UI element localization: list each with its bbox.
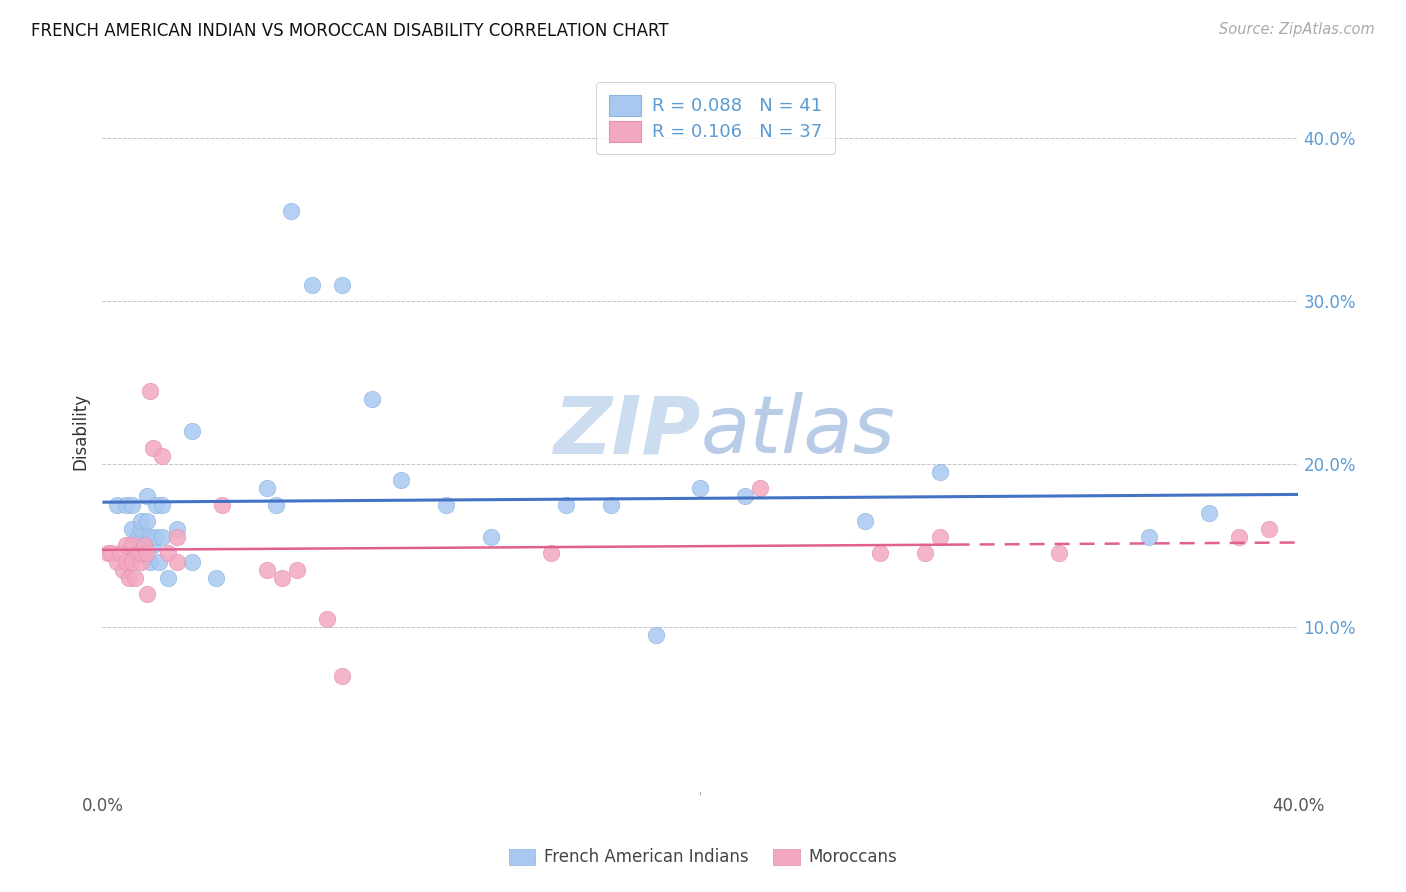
Point	[599, 498, 621, 512]
Point	[264, 498, 287, 512]
Point	[118, 571, 141, 585]
Point	[181, 555, 204, 569]
Point	[853, 514, 876, 528]
Point	[112, 563, 135, 577]
Point	[145, 530, 167, 544]
Point	[734, 490, 756, 504]
Point	[150, 449, 173, 463]
Point	[360, 392, 382, 406]
Point	[105, 498, 128, 512]
Point	[181, 425, 204, 439]
Point	[554, 498, 576, 512]
Point	[391, 473, 413, 487]
Point	[150, 530, 173, 544]
Text: ZIP: ZIP	[553, 392, 700, 470]
Point	[148, 555, 170, 569]
Point	[121, 555, 143, 569]
Point	[330, 668, 353, 682]
Text: Source: ZipAtlas.com: Source: ZipAtlas.com	[1219, 22, 1375, 37]
Point	[256, 563, 278, 577]
Point	[315, 611, 337, 625]
Point	[256, 481, 278, 495]
Point	[689, 481, 711, 495]
Point	[127, 546, 149, 560]
Point	[301, 277, 323, 292]
Point	[540, 546, 562, 560]
Legend: R = 0.088   N = 41, R = 0.106   N = 37: R = 0.088 N = 41, R = 0.106 N = 37	[596, 82, 835, 154]
Point	[134, 538, 156, 552]
Point	[1227, 530, 1250, 544]
Point	[97, 546, 120, 560]
Point	[166, 522, 188, 536]
Legend: French American Indians, Moroccans: French American Indians, Moroccans	[502, 842, 904, 873]
Point	[285, 563, 308, 577]
Point	[139, 530, 162, 544]
Point	[928, 530, 950, 544]
Point	[127, 530, 149, 544]
Point	[914, 546, 936, 560]
Point	[330, 277, 353, 292]
Point	[131, 555, 153, 569]
Point	[100, 546, 122, 560]
Point	[115, 498, 138, 512]
Point	[157, 546, 180, 560]
Point	[121, 538, 143, 552]
Point	[205, 571, 228, 585]
Point	[121, 498, 143, 512]
Point	[145, 498, 167, 512]
Text: FRENCH AMERICAN INDIAN VS MOROCCAN DISABILITY CORRELATION CHART: FRENCH AMERICAN INDIAN VS MOROCCAN DISAB…	[31, 22, 669, 40]
Point	[136, 587, 159, 601]
Point	[869, 546, 891, 560]
Point	[749, 481, 772, 495]
Point	[928, 465, 950, 479]
Point	[434, 498, 457, 512]
Point	[166, 530, 188, 544]
Point	[211, 498, 233, 512]
Point	[115, 538, 138, 552]
Point	[131, 546, 153, 560]
Point	[1257, 522, 1279, 536]
Point	[124, 571, 146, 585]
Point	[1047, 546, 1070, 560]
Point	[115, 555, 138, 569]
Point	[105, 555, 128, 569]
Point	[131, 522, 153, 536]
Point	[142, 441, 165, 455]
Point	[166, 555, 188, 569]
Point	[139, 384, 162, 398]
Point	[280, 204, 302, 219]
Point	[1137, 530, 1160, 544]
Point	[150, 498, 173, 512]
Point	[110, 546, 132, 560]
Point	[136, 546, 159, 560]
Point	[121, 522, 143, 536]
Point	[479, 530, 502, 544]
Point	[136, 490, 159, 504]
Point	[157, 571, 180, 585]
Point	[270, 571, 292, 585]
Y-axis label: Disability: Disability	[72, 392, 89, 470]
Point	[136, 514, 159, 528]
Point	[131, 514, 153, 528]
Point	[644, 628, 666, 642]
Point	[134, 538, 156, 552]
Point	[142, 538, 165, 552]
Text: atlas: atlas	[700, 392, 896, 470]
Point	[1198, 506, 1220, 520]
Point	[139, 555, 162, 569]
